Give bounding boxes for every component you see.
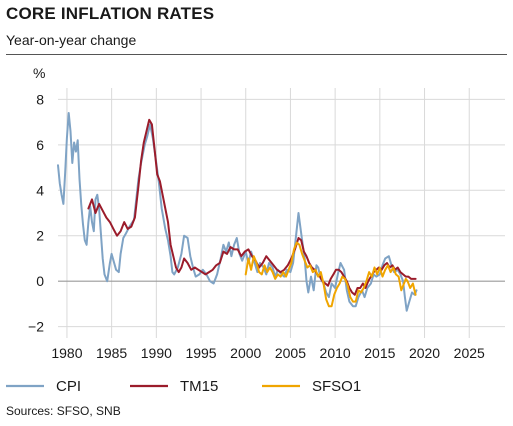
y-tick-label: 2 [36, 228, 44, 244]
y-tick-label: −2 [28, 319, 44, 335]
x-tick-label: 2020 [409, 345, 440, 361]
legend-label-cpi: CPI [56, 378, 81, 395]
x-tick-label: 2000 [230, 345, 261, 361]
x-tick-label: 2025 [454, 345, 485, 361]
y-axis-unit-label: % [33, 65, 45, 81]
series-lines [57, 112, 418, 312]
x-axis-ticks: 1980 1985 1990 1995 2000 2005 2010 2015 2020 2025 [51, 345, 485, 361]
x-tick-label: 1980 [51, 345, 82, 361]
y-tick-label: 8 [36, 91, 44, 107]
x-tick-label: 1990 [141, 345, 172, 361]
legend: CPI TM15 SFSO1 [6, 378, 361, 395]
legend-label-tm15: TM15 [180, 378, 218, 395]
header-divider [6, 54, 507, 55]
chart-title: CORE INFLATION RATES [6, 4, 215, 23]
y-tick-label: 6 [36, 137, 44, 153]
series-line-tm15 [87, 118, 417, 296]
series-line-sfso1 [244, 241, 417, 308]
grid-lines [58, 88, 505, 338]
x-tick-label: 2005 [275, 345, 306, 361]
x-tick-label: 1985 [96, 345, 127, 361]
y-tick-label: 4 [36, 182, 44, 198]
chart-subtitle: Year-on-year change [6, 32, 137, 48]
source-note: Sources: SFSO, SNB [6, 404, 121, 418]
x-tick-label: 2015 [364, 345, 395, 361]
y-axis-ticks: −2 0 2 4 6 8 [28, 91, 44, 334]
x-tick-label: 1995 [185, 345, 216, 361]
y-tick-label: 0 [36, 273, 44, 289]
legend-label-sfso1: SFSO1 [312, 378, 361, 395]
x-tick-label: 2010 [320, 345, 351, 361]
